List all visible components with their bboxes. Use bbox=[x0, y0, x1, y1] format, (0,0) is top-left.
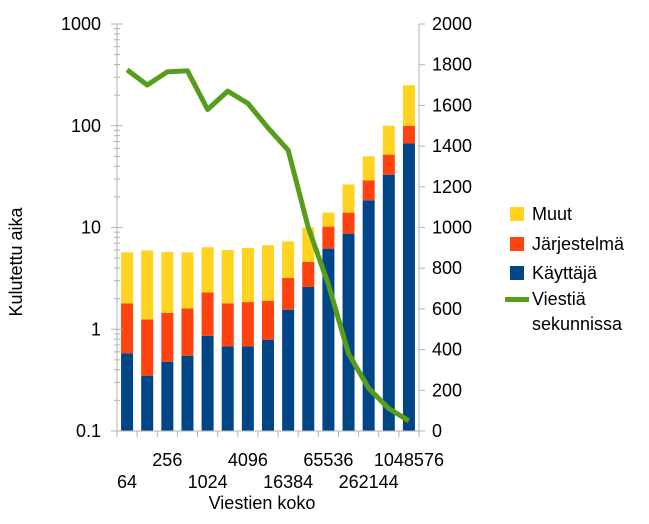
bar-järjestelmä-256 bbox=[161, 312, 174, 362]
bar-käyttäjä-32768 bbox=[302, 287, 315, 431]
bar-käyttäjä-262144 bbox=[362, 200, 375, 431]
y2-tick-labels: 0 200 400 600 800 1000 1200 1400 1600 1800 2000 bbox=[432, 14, 472, 441]
line-series-viestia-sekunnissa bbox=[125, 67, 411, 423]
bar-muut-64 bbox=[121, 252, 134, 304]
legend-label: Muut bbox=[532, 204, 572, 224]
bar-muut-262144 bbox=[362, 156, 375, 181]
bar-muut-131072 bbox=[342, 184, 355, 213]
bar-muut-16384 bbox=[282, 241, 295, 278]
bar-järjestelmä-1024 bbox=[201, 292, 214, 336]
bar-muut-512 bbox=[181, 252, 194, 309]
bar-järjestelmä-32768 bbox=[302, 261, 315, 288]
y-tick-label: 1 bbox=[91, 319, 101, 339]
bar-muut-256 bbox=[161, 251, 174, 313]
bar-järjestelmä-8192 bbox=[262, 300, 274, 340]
bar-muut-65536 bbox=[322, 212, 335, 227]
x-tick-label: 64 bbox=[117, 472, 137, 492]
bar-järjestelmä-262144 bbox=[362, 180, 375, 201]
y2-tick-label: 2000 bbox=[432, 14, 472, 34]
y-axis-title: Kulutettu aika bbox=[6, 206, 26, 316]
bar-muut-2048 bbox=[221, 250, 234, 304]
y2-tick-label: 600 bbox=[432, 299, 462, 319]
bar-käyttäjä-128 bbox=[141, 375, 154, 431]
x-axis-title: Viestien koko bbox=[209, 493, 316, 513]
bar-järjestelmä-2048 bbox=[221, 303, 234, 347]
legend-label: Käyttäjä bbox=[532, 263, 598, 283]
bar-järjestelmä-16384 bbox=[282, 277, 295, 310]
bar-järjestelmä-512 bbox=[181, 308, 194, 356]
bar-käyttäjä-64 bbox=[121, 353, 134, 431]
y-tick-label: 1000 bbox=[61, 14, 101, 34]
bar-käyttäjä-1048576 bbox=[402, 143, 415, 431]
x-tick-labels: 256 4096 65536 1048576 64 1024 16384 262144 bbox=[117, 450, 444, 492]
y2-tick-label: 1000 bbox=[432, 218, 472, 238]
x-tick-label: 1024 bbox=[188, 472, 228, 492]
bar-käyttäjä-512 bbox=[181, 355, 194, 431]
x-tick-label: 4096 bbox=[228, 450, 268, 470]
y-tick-label: 0.1 bbox=[76, 421, 101, 441]
legend-swatch-käyttäjä bbox=[510, 266, 524, 280]
bar-käyttäjä-524288 bbox=[382, 174, 395, 432]
y2-tick-label: 0 bbox=[432, 421, 442, 441]
legend-swatch-muut bbox=[510, 207, 524, 221]
y-tick-labels: 0.1 1 10 100 1000 bbox=[61, 14, 101, 441]
legend-label: Viestiä bbox=[532, 289, 587, 309]
bar-muut-1048576 bbox=[402, 85, 415, 126]
legend-label: Järjestelmä bbox=[532, 234, 625, 254]
y2-tick-label: 1200 bbox=[432, 177, 472, 197]
legend-label: sekunnissa bbox=[532, 314, 623, 334]
y2-tick-label: 1600 bbox=[432, 95, 472, 115]
x-tick-label: 256 bbox=[152, 450, 182, 470]
bar-marks bbox=[121, 85, 415, 432]
y2-tick-label: 1400 bbox=[432, 136, 472, 156]
bar-käyttäjä-131072 bbox=[342, 233, 355, 431]
y2-tick-label: 400 bbox=[432, 340, 462, 360]
y-tick-label: 10 bbox=[81, 218, 101, 238]
bar-järjestelmä-1048576 bbox=[402, 125, 415, 144]
tick-marks bbox=[111, 23, 425, 437]
y-tick-label: 100 bbox=[71, 116, 101, 136]
bar-käyttäjä-256 bbox=[161, 361, 174, 431]
x-tick-label: 65536 bbox=[303, 450, 353, 470]
bar-käyttäjä-2048 bbox=[221, 346, 234, 431]
bar-muut-4096 bbox=[241, 247, 254, 303]
bar-järjestelmä-64 bbox=[121, 303, 134, 354]
x-tick-label: 1048576 bbox=[374, 450, 444, 470]
bar-järjestelmä-131072 bbox=[342, 212, 355, 234]
bar-järjestelmä-4096 bbox=[241, 302, 254, 347]
y2-tick-label: 1800 bbox=[432, 55, 472, 75]
bar-muut-1024 bbox=[201, 247, 214, 293]
bar-muut-128 bbox=[141, 250, 154, 320]
x-tick-label: 262144 bbox=[339, 472, 399, 492]
bar-käyttäjä-16384 bbox=[282, 309, 295, 431]
y2-tick-label: 800 bbox=[432, 258, 462, 278]
bar-järjestelmä-128 bbox=[141, 319, 154, 376]
legend-swatch-line bbox=[505, 297, 529, 302]
bar-käyttäjä-8192 bbox=[262, 339, 274, 431]
bar-järjestelmä-524288 bbox=[382, 154, 395, 175]
x-tick-label: 16384 bbox=[263, 472, 313, 492]
bar-muut-8192 bbox=[262, 245, 274, 301]
y2-tick-label: 200 bbox=[432, 380, 462, 400]
bar-käyttäjä-1024 bbox=[201, 335, 214, 431]
bar-muut-524288 bbox=[382, 125, 395, 155]
legend-swatch-järjestelmä bbox=[510, 237, 524, 251]
bar-käyttäjä-4096 bbox=[241, 346, 254, 431]
legend: Muut Järjestelmä Käyttäjä Viestiä sekunnissa bbox=[505, 204, 625, 334]
bar-järjestelmä-65536 bbox=[322, 226, 335, 249]
